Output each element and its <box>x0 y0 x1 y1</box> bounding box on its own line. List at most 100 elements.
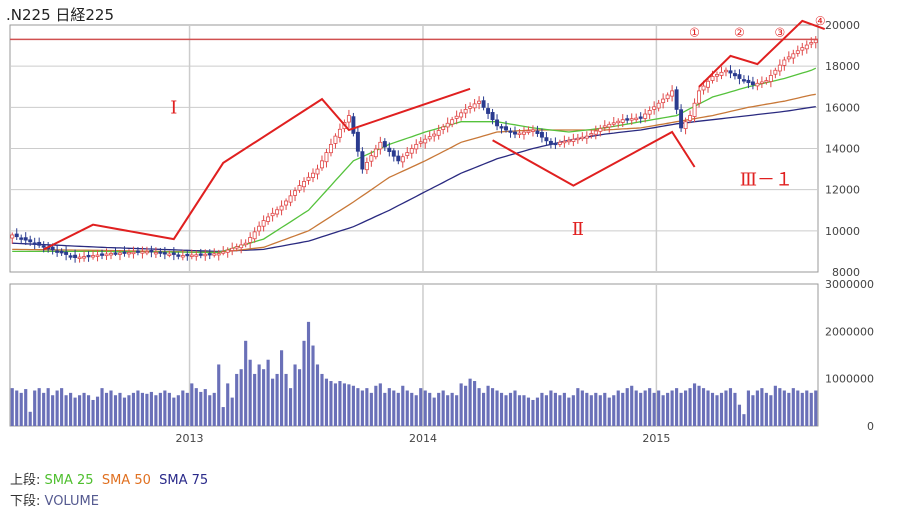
price-y-tick-label: 12000 <box>825 184 860 197</box>
volume-bar <box>751 395 755 426</box>
volume-bar <box>10 388 14 426</box>
annotation-label: Ⅰ <box>170 98 177 119</box>
volume-bar <box>360 390 364 426</box>
candle-body <box>302 181 306 188</box>
volume-bar <box>284 373 288 426</box>
volume-bar <box>490 388 495 426</box>
candle-body <box>495 119 500 127</box>
volume-bar <box>374 385 378 426</box>
candle-body <box>535 130 540 134</box>
volume-bar <box>297 369 302 426</box>
candle-body <box>486 108 491 114</box>
volume-bar <box>419 388 423 426</box>
volume-bar <box>796 390 800 426</box>
candle-body <box>162 252 167 255</box>
volume-bar <box>639 392 643 426</box>
candle-body <box>553 142 558 146</box>
volume-bar <box>167 392 171 426</box>
candle-body <box>311 172 315 178</box>
candle-body <box>526 130 531 133</box>
volume-bar <box>522 395 526 426</box>
candle-body <box>620 119 625 123</box>
candle-body <box>364 161 369 171</box>
volume-bar <box>15 390 19 426</box>
chart-title: .N225 日経225 <box>6 6 115 24</box>
volume-bar <box>692 383 697 426</box>
candle-body <box>109 253 113 256</box>
volume-bar <box>630 385 634 426</box>
candle-body <box>804 44 809 50</box>
candle-body <box>732 73 737 77</box>
candle-body <box>504 126 508 131</box>
volume-bar <box>365 388 369 426</box>
candle-body <box>777 64 782 72</box>
volume-bar <box>589 395 593 426</box>
volume-y-tick-label: 3000000 <box>825 278 874 291</box>
volume-bar <box>746 390 750 426</box>
volume-bar <box>145 393 149 426</box>
volume-bar <box>410 392 414 426</box>
volume-bar <box>140 392 144 426</box>
candle-body <box>382 141 387 148</box>
candle-body <box>813 39 818 44</box>
volume-bar <box>194 388 198 426</box>
candle-body <box>32 242 37 245</box>
volume-bar <box>230 397 234 426</box>
candle-body <box>373 148 378 158</box>
volume-bar <box>356 388 360 426</box>
annotation-label: Ⅲ－１ <box>740 170 793 191</box>
volume-bar <box>212 392 216 426</box>
candle-body <box>293 190 298 196</box>
volume-bar <box>253 373 257 426</box>
candle-body <box>746 79 751 84</box>
volume-bar <box>814 390 818 426</box>
volume-bar <box>208 395 212 426</box>
volume-bar <box>172 397 176 426</box>
price-y-tick-label: 20000 <box>825 19 860 32</box>
candle-body <box>140 251 145 254</box>
candle-body <box>580 136 585 140</box>
volume-bar <box>42 392 46 426</box>
candle-body <box>234 246 239 249</box>
candle-body <box>661 98 666 104</box>
volume-bar <box>347 384 351 426</box>
candle-body <box>737 74 742 79</box>
volume-bar <box>33 390 37 426</box>
volume-bar <box>302 340 306 426</box>
volume-bar <box>679 392 683 426</box>
candle-body <box>82 256 87 259</box>
candle-body <box>710 76 715 81</box>
volume-bar <box>464 385 468 426</box>
volume-bar <box>675 388 679 426</box>
candle-body <box>445 122 450 128</box>
candle-body <box>104 253 109 257</box>
candle-body <box>378 141 383 150</box>
candle-body <box>679 109 684 129</box>
volume-bar <box>109 390 113 426</box>
volume-y-tick-label: 1000000 <box>825 373 874 386</box>
candle-body <box>800 47 805 51</box>
volume-bar <box>549 390 553 426</box>
annotation-label: ② <box>734 25 745 39</box>
candle-body <box>275 209 280 215</box>
volume-bar <box>558 395 562 426</box>
candle-body <box>728 70 733 74</box>
candle-body <box>634 117 639 121</box>
candle-body <box>10 234 15 239</box>
volume-bar <box>800 392 804 426</box>
volume-bar <box>396 392 400 426</box>
candle-body <box>100 253 104 256</box>
volume-bar <box>710 392 715 426</box>
volume-bar <box>576 388 580 426</box>
volume-bar <box>118 392 122 426</box>
volume-bar <box>531 399 535 426</box>
candle-body <box>409 148 414 154</box>
candle-body <box>315 168 320 175</box>
legend-upper-label: 上段: <box>10 473 41 488</box>
candle-body <box>387 147 392 152</box>
volume-bar <box>46 388 50 426</box>
volume-bar <box>598 395 602 426</box>
volume-bar <box>657 390 661 426</box>
x-tick-label: 2013 <box>176 432 204 445</box>
volume-bar <box>55 390 59 426</box>
